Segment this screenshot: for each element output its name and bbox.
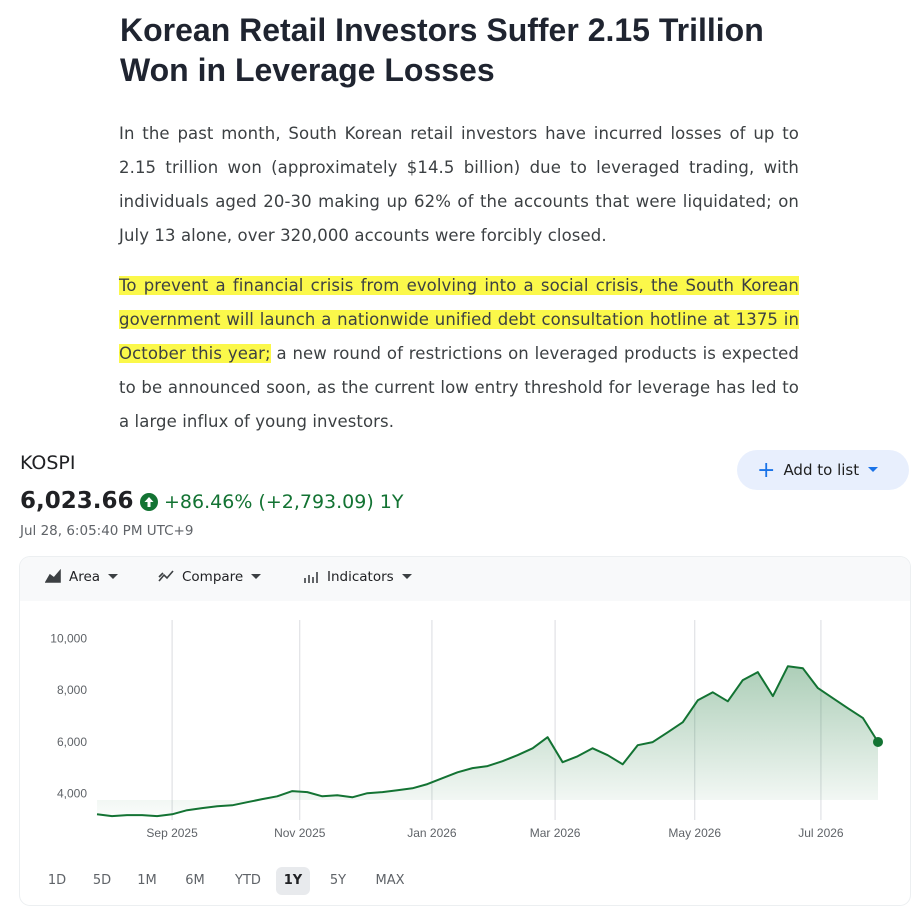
timestamp: Jul 28, 6:05:40 PM UTC+9 bbox=[20, 523, 194, 539]
y-tick-label: 6,000 bbox=[57, 735, 87, 749]
x-tick-label: Nov 2025 bbox=[274, 826, 326, 840]
paragraph: In the past month, South Korean retail i… bbox=[119, 124, 799, 245]
range-button[interactable]: 6M bbox=[185, 873, 205, 888]
chart: Sep 2025 Nov 2025 Jan 2026 Mar 2026 May 2026… bbox=[50, 620, 883, 840]
tool-label: Compare bbox=[182, 569, 244, 585]
range-button[interactable]: YTD bbox=[235, 873, 261, 888]
tool-label: Indicators bbox=[327, 569, 394, 585]
toolbar bbox=[20, 557, 910, 601]
caret-shape bbox=[108, 574, 119, 579]
y-tick-label: 10,000 bbox=[50, 632, 87, 646]
button-label: Add to list bbox=[783, 461, 860, 479]
range-button[interactable]: 1M bbox=[137, 873, 157, 888]
last-point bbox=[873, 736, 883, 747]
ticker-name: KOSPI bbox=[20, 452, 76, 474]
change-period: 1Y bbox=[379, 491, 404, 513]
tool-icon bbox=[304, 572, 318, 583]
icon-shape bbox=[158, 570, 174, 582]
caret-shape bbox=[401, 574, 412, 579]
range-button[interactable]: MAX bbox=[375, 873, 405, 888]
toolbar-button[interactable]: Indicators bbox=[303, 569, 412, 585]
x-tick-label: Sep 2025 bbox=[146, 826, 198, 840]
change: +86.46% (+2,793.09) 1Y bbox=[140, 491, 403, 513]
y-tick-label: 4,000 bbox=[57, 786, 87, 800]
icon-shape bbox=[45, 569, 61, 583]
caret-shape bbox=[251, 574, 262, 579]
tool-icon bbox=[158, 570, 174, 582]
range-button[interactable]: 1Y bbox=[276, 867, 310, 895]
caret bbox=[108, 574, 119, 579]
range-button[interactable]: 5D bbox=[92, 873, 112, 888]
text: a new round of restrictions on leveraged… bbox=[119, 344, 799, 431]
icon-shape bbox=[304, 572, 318, 583]
tool-label: Area bbox=[69, 569, 101, 585]
caret bbox=[868, 467, 879, 472]
x-tick-label: May 2026 bbox=[668, 826, 721, 840]
toolbar-button[interactable]: Compare bbox=[158, 569, 262, 585]
tool-icon bbox=[45, 569, 61, 583]
line bbox=[96, 665, 879, 818]
y-tick-label: 8,000 bbox=[57, 683, 87, 697]
add-to-list-button[interactable]: + Add to list bbox=[737, 450, 909, 490]
change-value: +86.46% (+2,793.09) bbox=[164, 491, 374, 513]
price: 6,023.66 bbox=[20, 488, 134, 514]
x-tick-label: Jan 2026 bbox=[407, 826, 457, 840]
toolbar-button[interactable]: Area bbox=[45, 569, 119, 585]
area bbox=[97, 666, 878, 817]
caret bbox=[251, 574, 262, 579]
x-tick-label: Mar 2026 bbox=[530, 826, 581, 840]
caret bbox=[401, 574, 412, 579]
range-button[interactable]: 1D bbox=[47, 873, 67, 888]
range-button[interactable]: 5Y bbox=[329, 873, 347, 888]
up-icon bbox=[140, 493, 158, 511]
plus-icon: + bbox=[757, 457, 776, 483]
article-title: Korean Retail Investors Suffer 2.15 Tril… bbox=[120, 12, 764, 88]
paragraph: To prevent a financial crisis from evolv… bbox=[119, 269, 799, 439]
x-tick-label: Jul 2026 bbox=[798, 826, 844, 840]
